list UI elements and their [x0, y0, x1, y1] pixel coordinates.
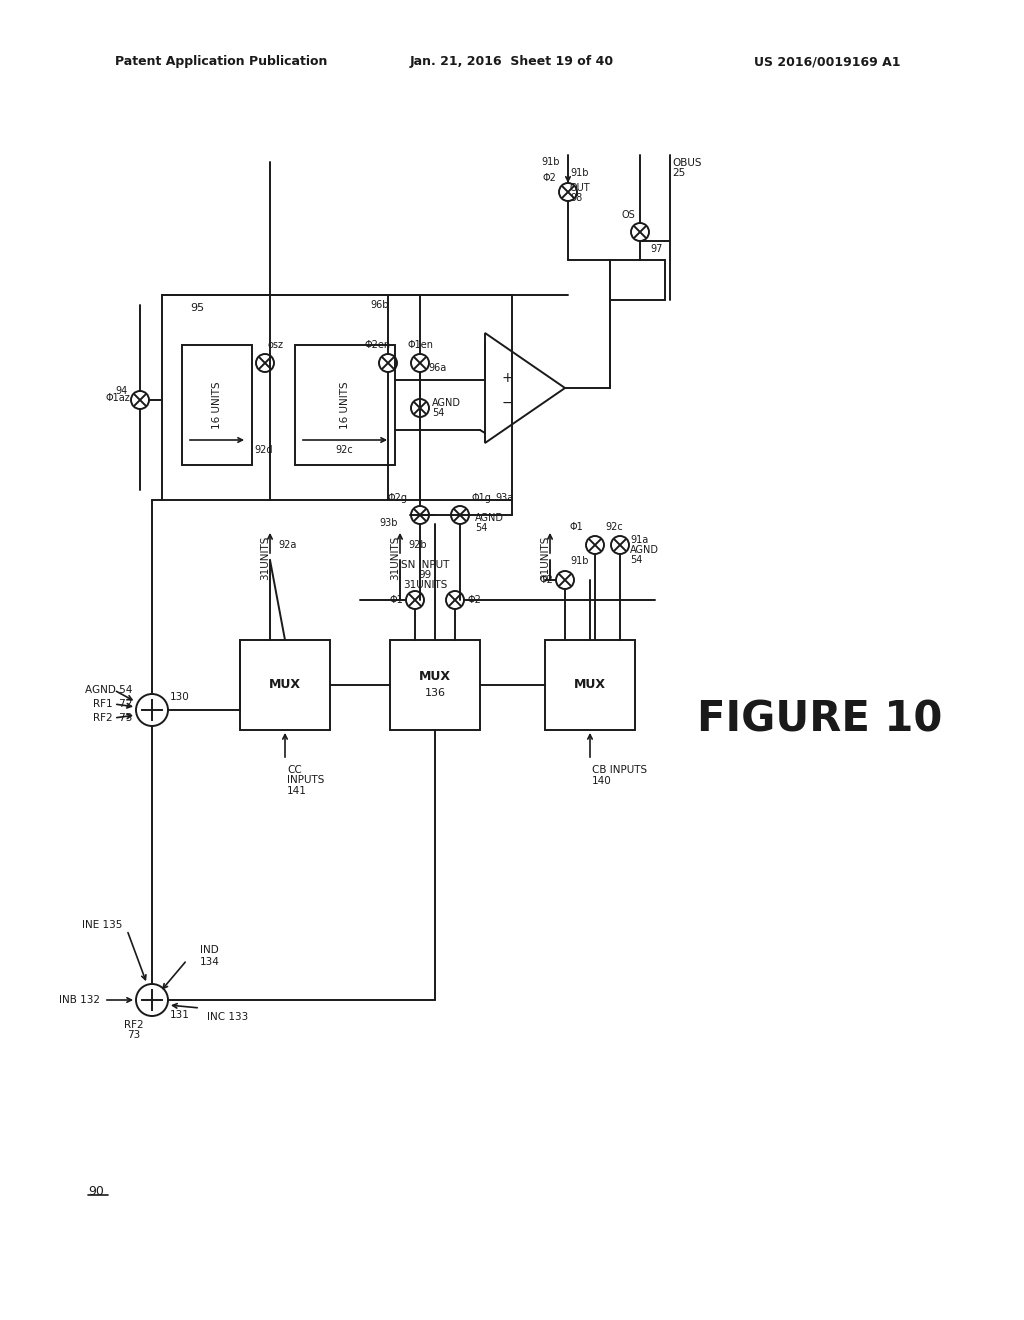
Text: 91b: 91b	[570, 556, 589, 566]
Bar	[295, 345, 395, 465]
Text: MUX: MUX	[574, 678, 606, 692]
Text: 94: 94	[116, 385, 128, 396]
Text: FIGURE 10: FIGURE 10	[697, 700, 943, 741]
Text: Φ1g: Φ1g	[472, 492, 492, 503]
Text: 92d: 92d	[254, 445, 272, 455]
Text: 131: 131	[170, 1010, 189, 1020]
Text: 16 UNITS: 16 UNITS	[340, 381, 350, 429]
Text: Φ2: Φ2	[467, 595, 481, 605]
Text: 25: 25	[672, 168, 685, 178]
Text: 54: 54	[630, 554, 642, 565]
Text: Jan. 21, 2016  Sheet 19 of 40: Jan. 21, 2016 Sheet 19 of 40	[410, 55, 614, 69]
Text: IND: IND	[200, 945, 219, 954]
Text: 95: 95	[190, 304, 204, 313]
Text: −: −	[501, 396, 513, 411]
Text: RF1  72: RF1 72	[92, 700, 132, 709]
Text: 90: 90	[88, 1185, 103, 1199]
Text: 93a: 93a	[495, 492, 513, 503]
Text: RF2  73: RF2 73	[92, 713, 132, 723]
Text: Φ2: Φ2	[542, 173, 556, 183]
Text: OUT: OUT	[570, 183, 591, 193]
Text: Φ1: Φ1	[389, 595, 403, 605]
Text: 31UNITS: 31UNITS	[540, 536, 550, 581]
Text: 97: 97	[650, 244, 663, 253]
Text: AGND: AGND	[630, 545, 659, 554]
Text: 130: 130	[170, 692, 189, 702]
Text: INB 132: INB 132	[59, 995, 100, 1005]
Text: 31UNITS: 31UNITS	[402, 579, 447, 590]
Text: 92c: 92c	[605, 521, 623, 532]
Text: Φ2: Φ2	[539, 576, 553, 585]
Text: CB INPUTS: CB INPUTS	[592, 766, 647, 775]
Text: INC 133: INC 133	[207, 1012, 248, 1022]
Text: INPUTS: INPUTS	[287, 775, 325, 785]
Text: 91b: 91b	[542, 157, 560, 168]
Text: Φ2en: Φ2en	[365, 341, 391, 350]
Text: 92c: 92c	[335, 445, 352, 455]
Text: SN INPUT: SN INPUT	[400, 560, 450, 570]
Text: 92b: 92b	[408, 540, 427, 550]
Text: 136: 136	[425, 688, 445, 698]
Text: Patent Application Publication: Patent Application Publication	[115, 55, 328, 69]
Text: 54: 54	[432, 408, 444, 418]
Text: 99: 99	[419, 570, 432, 579]
Bar	[390, 640, 480, 730]
Text: Φ1: Φ1	[569, 521, 583, 532]
Text: RF2: RF2	[124, 1020, 143, 1030]
Text: AGND 54: AGND 54	[85, 685, 132, 696]
Text: 54: 54	[475, 523, 487, 533]
Text: +: +	[501, 371, 513, 385]
Bar	[240, 640, 330, 730]
Text: US 2016/0019169 A1: US 2016/0019169 A1	[754, 55, 900, 69]
Text: osz: osz	[267, 341, 283, 350]
Text: 96a: 96a	[428, 363, 446, 374]
Text: OS: OS	[622, 210, 635, 220]
Text: Φ1en: Φ1en	[407, 341, 433, 350]
Text: MUX: MUX	[269, 678, 301, 692]
Bar	[545, 640, 635, 730]
Text: 92a: 92a	[278, 540, 296, 550]
Text: INE 135: INE 135	[82, 920, 122, 931]
Text: Φ1az: Φ1az	[105, 393, 130, 403]
Text: 134: 134	[200, 957, 220, 968]
Text: 16 UNITS: 16 UNITS	[212, 381, 222, 429]
Text: 91a: 91a	[630, 535, 648, 545]
Text: OBUS: OBUS	[672, 158, 701, 168]
Text: CC: CC	[287, 766, 302, 775]
Bar	[182, 345, 252, 465]
Text: 140: 140	[592, 776, 611, 785]
Text: Φ2g: Φ2g	[388, 492, 408, 503]
Text: 31UNITS: 31UNITS	[260, 536, 270, 581]
Text: 96b: 96b	[370, 300, 388, 310]
Text: MUX: MUX	[419, 671, 451, 684]
Text: 141: 141	[287, 785, 307, 796]
Bar	[610, 260, 665, 300]
Text: AGND: AGND	[432, 399, 461, 408]
Text: 98: 98	[570, 193, 583, 203]
Bar	[162, 294, 512, 500]
Text: 91b: 91b	[570, 168, 589, 178]
Text: 73: 73	[127, 1030, 140, 1040]
Text: 31UNITS: 31UNITS	[390, 536, 400, 581]
Text: AGND: AGND	[475, 513, 504, 523]
Text: 93b: 93b	[380, 517, 398, 528]
